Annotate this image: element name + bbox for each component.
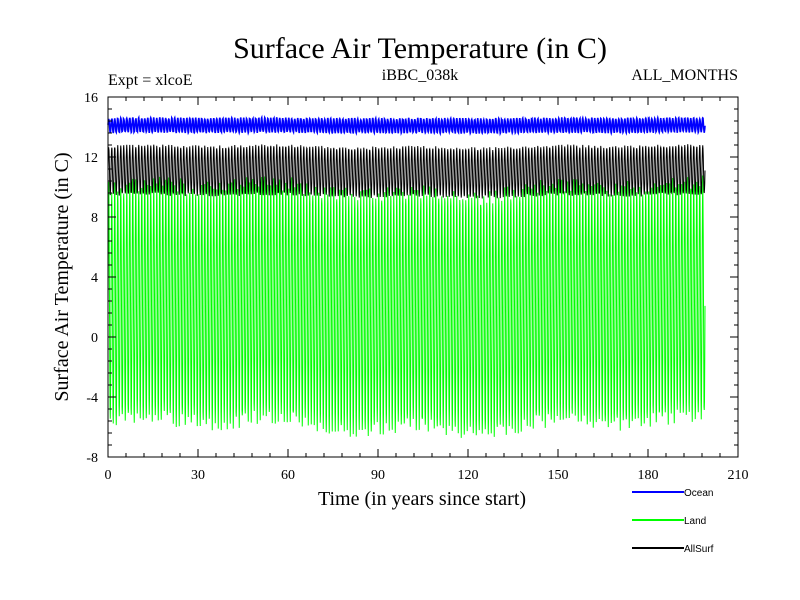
series-line-land: [107, 175, 706, 438]
x-tick-label: 210: [728, 468, 749, 483]
series-layer: [107, 114, 706, 438]
x-tick-label: 60: [281, 468, 295, 483]
y-tick-label: 16: [84, 91, 98, 106]
experiment-label: Expt = xlcoE: [108, 72, 193, 89]
x-tick-label: 120: [458, 468, 479, 483]
x-tick-label: 180: [638, 468, 659, 483]
months-label: ALL_MONTHS: [631, 67, 738, 84]
y-tick-label: 4: [91, 271, 98, 286]
legend-label-land: Land: [684, 516, 706, 527]
x-axis-label: Time (in years since start): [318, 488, 526, 510]
y-tick-label: 12: [84, 151, 98, 166]
y-tick-label: 8: [91, 211, 98, 226]
y-tick-label: 0: [91, 331, 98, 346]
x-tick-label: 90: [371, 468, 385, 483]
y-axis-label: Surface Air Temperature (in C): [51, 152, 73, 401]
x-tick-label: 150: [548, 468, 569, 483]
tick-layer: 0 30 60 90 120 150 180 210 -8 -4 0 4 8 12 16: [84, 91, 749, 483]
y-tick-label: -4: [86, 391, 98, 406]
legend: Ocean Land AllSurf: [632, 488, 714, 555]
legend-label-allsurf: AllSurf: [684, 544, 714, 555]
legend-label-ocean: Ocean: [684, 488, 713, 499]
chart-title: Surface Air Temperature (in C): [233, 32, 607, 65]
y-tick-label: -8: [86, 451, 98, 466]
x-tick-label: 30: [191, 468, 205, 483]
series-line-allsurf: [107, 144, 706, 199]
x-tick-label: 0: [105, 468, 112, 483]
run-label: iBBC_038k: [382, 67, 458, 84]
series-line-ocean: [107, 114, 706, 137]
